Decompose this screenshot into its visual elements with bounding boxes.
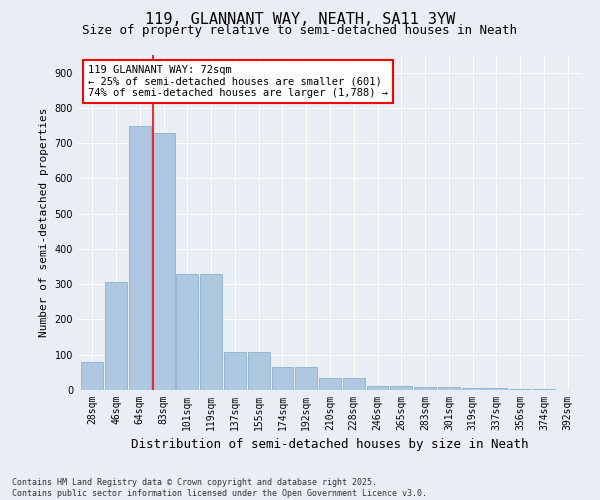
Bar	[485, 388, 508, 390]
Y-axis label: Number of semi-detached properties: Number of semi-detached properties	[39, 108, 49, 337]
Bar	[248, 352, 269, 390]
Bar	[319, 378, 341, 390]
X-axis label: Distribution of semi-detached houses by size in Neath: Distribution of semi-detached houses by …	[131, 438, 529, 452]
Bar	[82, 362, 103, 390]
Bar	[533, 389, 555, 390]
Bar	[272, 367, 293, 390]
Bar	[224, 352, 246, 390]
Bar	[343, 378, 365, 390]
Bar	[200, 274, 222, 390]
Bar	[295, 367, 317, 390]
Bar	[105, 282, 127, 390]
Text: 119, GLANNANT WAY, NEATH, SA11 3YW: 119, GLANNANT WAY, NEATH, SA11 3YW	[145, 12, 455, 28]
Text: Contains HM Land Registry data © Crown copyright and database right 2025.
Contai: Contains HM Land Registry data © Crown c…	[12, 478, 427, 498]
Text: 119 GLANNANT WAY: 72sqm
← 25% of semi-detached houses are smaller (601)
74% of s: 119 GLANNANT WAY: 72sqm ← 25% of semi-de…	[88, 65, 388, 98]
Bar	[367, 386, 388, 390]
Bar	[152, 132, 175, 390]
Bar	[129, 126, 151, 390]
Bar	[462, 388, 484, 390]
Bar	[509, 389, 531, 390]
Bar	[391, 386, 412, 390]
Text: Size of property relative to semi-detached houses in Neath: Size of property relative to semi-detach…	[83, 24, 517, 37]
Bar	[176, 274, 198, 390]
Bar	[414, 387, 436, 390]
Bar	[438, 387, 460, 390]
